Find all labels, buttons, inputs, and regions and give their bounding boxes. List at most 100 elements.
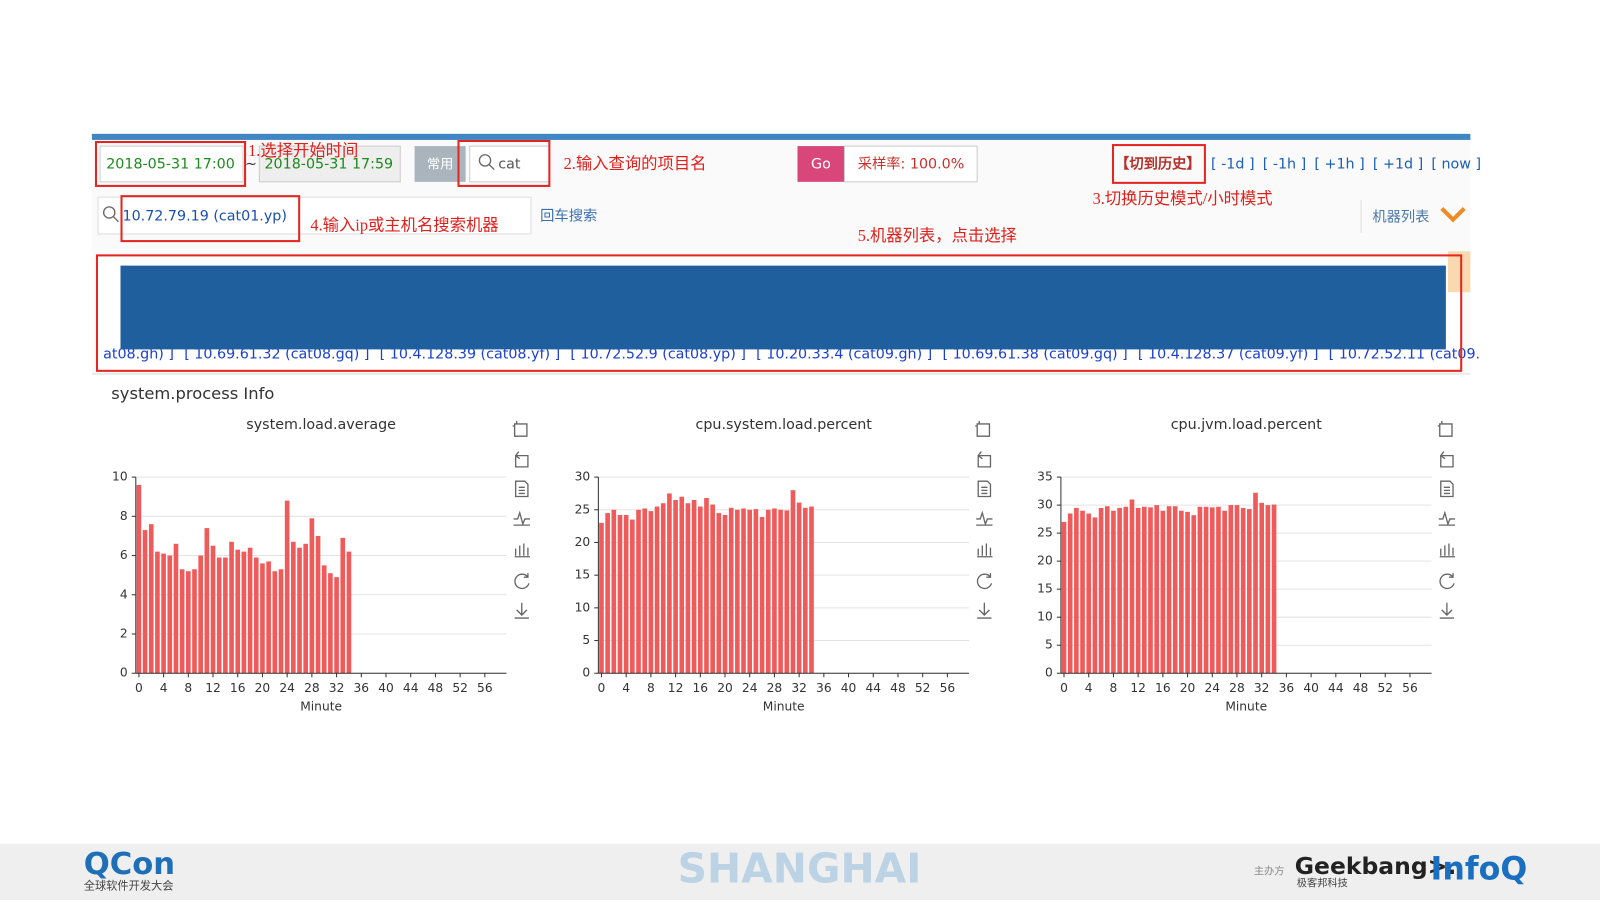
bar — [1234, 505, 1240, 674]
content: 2018-05-31 17:00 ~ 2018-05-31 17:59 1.选择… — [0, 133, 1600, 900]
x-tick-label: 12 — [1130, 681, 1146, 695]
y-tick-label: 10 — [575, 600, 591, 614]
search-icon — [478, 154, 492, 167]
go-button[interactable] — [797, 146, 845, 182]
toolbox-icon[interactable] — [513, 510, 530, 527]
bar — [173, 543, 179, 674]
x-tick-label: 36 — [1279, 681, 1295, 695]
time-link[interactable]: [ +1d ] — [1373, 156, 1423, 172]
x-tick-label: 0 — [1060, 681, 1068, 695]
toolbox-icon[interactable] — [1440, 451, 1454, 468]
bar — [185, 571, 191, 674]
x-tick-label: 16 — [693, 681, 709, 695]
toolbox-icon[interactable] — [514, 543, 530, 558]
end-time-input[interactable] — [258, 145, 401, 183]
y-tick-label: 2 — [120, 627, 128, 641]
toolbox-icon[interactable] — [1437, 420, 1453, 437]
y-tick-label: 5 — [1045, 638, 1053, 652]
ip-input[interactable] — [97, 196, 532, 235]
y-tick-label: 10 — [112, 470, 128, 484]
history-toggle[interactable]: 【切到历史】 — [1115, 154, 1201, 172]
start-time: 2018-05-31 17:00 — [106, 156, 235, 172]
toolbox-icon[interactable] — [514, 451, 529, 468]
y-tick-label: 6 — [120, 548, 128, 562]
common-button[interactable] — [414, 146, 466, 182]
bar — [198, 555, 203, 674]
x-axis-label: Minute — [1225, 699, 1267, 713]
machine-item[interactable]: [ 10.72.52.11 (cat09. — [1329, 346, 1480, 362]
bar — [1061, 521, 1067, 674]
time-link[interactable]: [ -1h ] — [1263, 156, 1307, 172]
toolbox-icon[interactable] — [976, 573, 993, 590]
bar — [340, 537, 346, 674]
bar — [142, 530, 148, 674]
time-link[interactable]: [ -1d ] — [1211, 156, 1255, 172]
toolbox-icon[interactable] — [514, 573, 530, 590]
y-tick-label: 25 — [575, 502, 591, 516]
y-tick-label: 0 — [1045, 666, 1053, 680]
annotation: 3.切换历史模式/小时模式 — [1093, 189, 1273, 208]
y-tick-label: 30 — [575, 470, 591, 484]
host: 主办方 — [1254, 864, 1285, 877]
x-tick-label: 20 — [717, 681, 733, 695]
annotation: 2.输入查询的项目名 — [564, 154, 707, 173]
x-tick-label: 32 — [791, 681, 807, 695]
y-tick-label: 4 — [120, 587, 128, 601]
machine-item[interactable]: [ 10.69.61.38 (cat09.gq) ] — [942, 346, 1127, 362]
annotation: 4.输入ip或主机名搜索机器 — [310, 216, 498, 235]
bar — [778, 509, 783, 674]
y-tick-label: 25 — [1037, 526, 1053, 540]
toolbox-icon[interactable] — [1439, 602, 1455, 619]
machine-item[interactable]: [ 10.4.128.37 (cat09.yf) ] — [1138, 346, 1319, 362]
bar — [328, 573, 333, 674]
x-tick-label: 8 — [1110, 681, 1118, 695]
bar — [599, 522, 604, 674]
bar — [1259, 502, 1265, 674]
machine-item[interactable]: [ 10.72.52.9 (cat08.yp) ] — [570, 346, 746, 362]
bar — [648, 511, 654, 674]
bar — [1247, 509, 1252, 674]
bar — [636, 509, 641, 674]
search-icon — [112, 216, 119, 223]
toolbox-icon[interactable] — [1438, 510, 1456, 527]
bar — [1240, 507, 1246, 674]
bar — [722, 515, 728, 674]
toolbox-icon[interactable] — [1440, 480, 1454, 498]
machine-item[interactable]: [ 10.4.128.39 (cat08.yf) ] — [380, 346, 561, 362]
x-tick-label: 44 — [865, 681, 881, 695]
x-tick-label: 36 — [816, 681, 832, 695]
machine-item[interactable]: [ 10.20.33.4 (cat09.gh) ] — [756, 346, 932, 362]
bar — [241, 551, 247, 674]
time-link[interactable]: [ now ] — [1431, 156, 1481, 172]
bar — [1271, 504, 1277, 674]
toolbox-icon[interactable] — [512, 420, 528, 437]
chart-title: cpu.jvm.load.percent — [1171, 417, 1323, 433]
time-link[interactable]: [ +1h ] — [1314, 156, 1364, 172]
toolbox-icon[interactable] — [1439, 543, 1456, 558]
geekbang-sub: 极客邦科技 — [1297, 877, 1348, 890]
bar — [784, 510, 790, 674]
toolbox-icon[interactable] — [977, 480, 992, 498]
toolbox-icon[interactable] — [977, 543, 993, 558]
project: cat — [498, 156, 521, 172]
bar — [1179, 510, 1184, 674]
toolbox-icon[interactable] — [976, 510, 993, 527]
bar — [1086, 513, 1092, 674]
toolbox-icon[interactable] — [977, 451, 992, 468]
start-time-input[interactable] — [99, 145, 244, 183]
toolbox-icon[interactable] — [977, 602, 992, 619]
toolbox-icon[interactable] — [1439, 573, 1455, 590]
toolbox-icon[interactable] — [975, 420, 991, 437]
machine-item[interactable]: [ 10.69.61.32 (cat08.gq) ] — [184, 346, 369, 362]
bar — [1148, 507, 1153, 674]
machine-list-toggle[interactable]: 机器列表 — [1372, 209, 1429, 226]
sample-rate-box — [843, 145, 978, 183]
machine-fragment: at08.gh) ] — [103, 346, 174, 362]
toolbox-icon[interactable] — [514, 480, 529, 498]
bar — [802, 507, 808, 674]
enter-search[interactable]: 回车搜索 — [540, 208, 597, 225]
x-tick-label: 40 — [841, 681, 857, 695]
bar — [685, 503, 691, 674]
qcon-logo: QCon — [84, 847, 175, 882]
toolbox-icon[interactable] — [514, 602, 529, 619]
